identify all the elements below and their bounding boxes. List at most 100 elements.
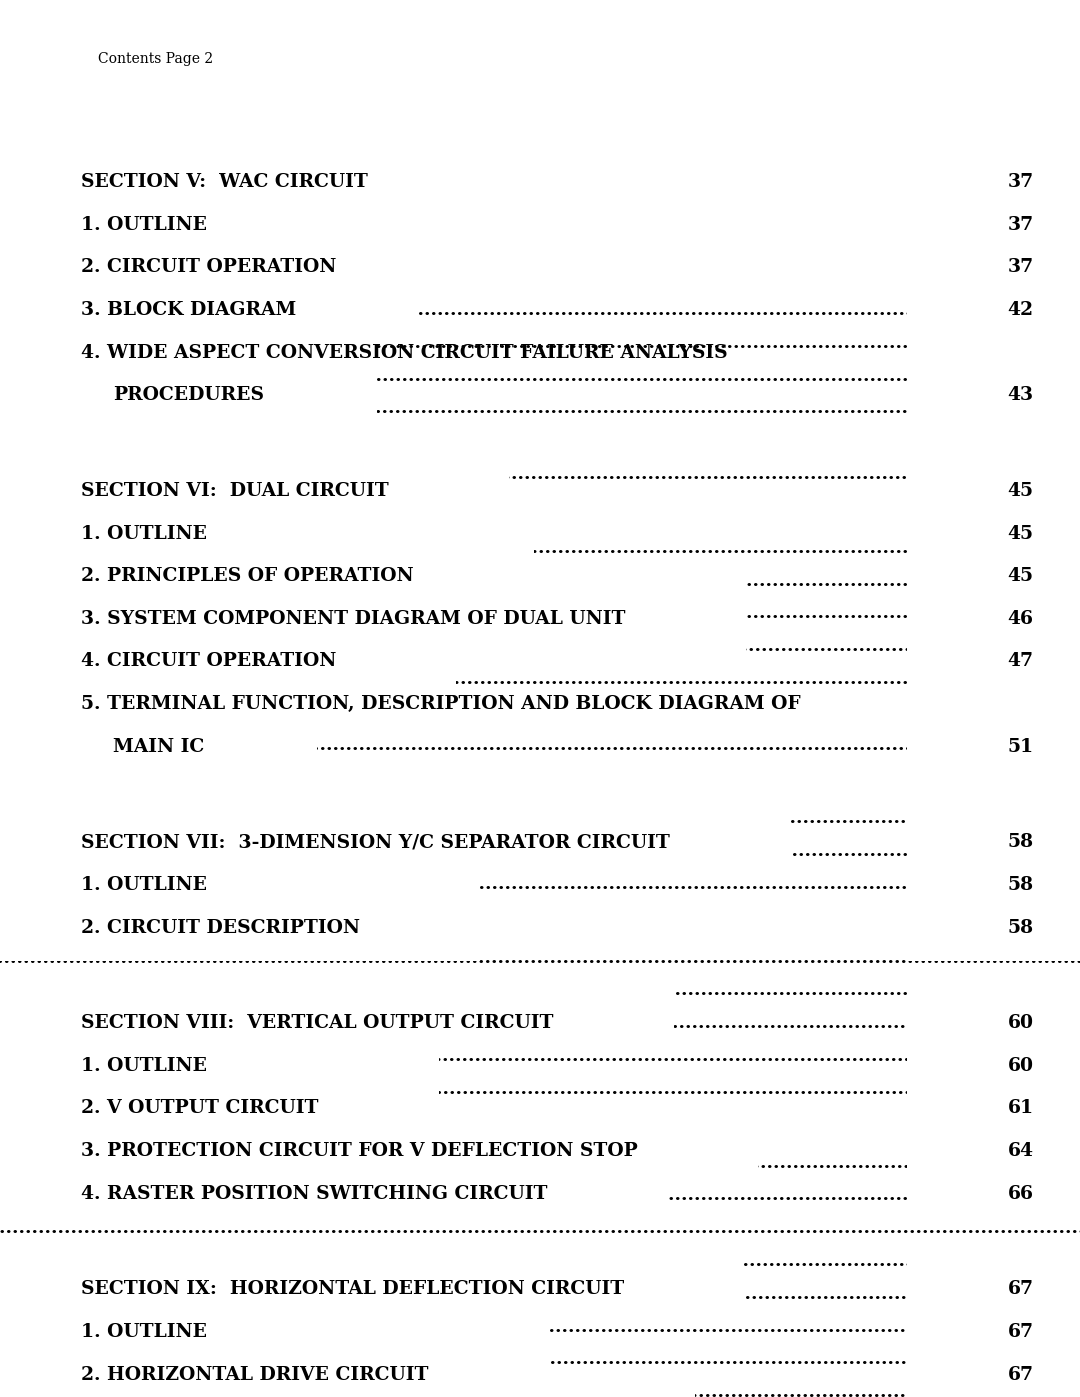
Text: ................................................................................: ........................................… (0, 1252, 1080, 1270)
Bar (906, 876, 1080, 961)
Text: Contents Page 2: Contents Page 2 (98, 52, 214, 66)
Text: 46: 46 (1008, 609, 1034, 627)
Text: ................................................................................: ........................................… (0, 1046, 1080, 1065)
Bar (907, 482, 1080, 567)
Text: 47: 47 (1008, 652, 1034, 671)
Text: 60: 60 (1008, 1014, 1034, 1032)
Bar (906, 1056, 1080, 1141)
Bar (0, 833, 327, 918)
Text: SECTION VIII:  VERTICAL OUTPUT CIRCUIT: SECTION VIII: VERTICAL OUTPUT CIRCUIT (81, 1014, 554, 1032)
Text: 2. CIRCUIT OPERATION: 2. CIRCUIT OPERATION (81, 258, 336, 277)
Text: ................................................................................: ........................................… (0, 809, 1080, 827)
Text: 1. OUTLINE: 1. OUTLINE (81, 1056, 207, 1074)
Text: 66: 66 (1008, 1185, 1034, 1203)
Text: 2. CIRCUIT DESCRIPTION: 2. CIRCUIT DESCRIPTION (81, 918, 360, 936)
Bar (907, 971, 1080, 1056)
Bar (907, 439, 1080, 524)
Bar (0, 971, 674, 1056)
Text: SECTION IX:  HORIZONTAL DEFLECTION CIRCUIT: SECTION IX: HORIZONTAL DEFLECTION CIRCUI… (81, 1280, 624, 1298)
Text: 4. WIDE ASPECT CONVERSION CIRCUIT FAILURE ANALYSIS: 4. WIDE ASPECT CONVERSION CIRCUIT FAILUR… (81, 344, 728, 362)
Text: 4. RASTER POSITION SWITCHING CIRCUIT: 4. RASTER POSITION SWITCHING CIRCUIT (81, 1185, 548, 1203)
Text: 45: 45 (1008, 567, 1034, 585)
Text: ................................................................................: ........................................… (0, 875, 1080, 893)
Bar (0, 1099, 758, 1185)
Text: 2. V OUTPUT CIRCUIT: 2. V OUTPUT CIRCUIT (81, 1099, 319, 1118)
Bar (906, 791, 1080, 876)
Bar (907, 524, 1080, 609)
Text: 3. PROTECTION CIRCUIT FOR V DEFLECTION STOP: 3. PROTECTION CIRCUIT FOR V DEFLECTION S… (81, 1141, 638, 1160)
Text: 45: 45 (1008, 482, 1034, 500)
Text: ................................................................................: ........................................… (0, 842, 1080, 861)
Text: SECTION V:  WAC CIRCUIT: SECTION V: WAC CIRCUIT (81, 173, 368, 191)
Text: ................................................................................: ........................................… (0, 1186, 1080, 1204)
Text: ................................................................................: ........................................… (0, 1383, 1080, 1397)
Text: 1. OUTLINE: 1. OUTLINE (81, 876, 207, 894)
Text: MAIN IC: MAIN IC (113, 738, 204, 756)
Text: 3. BLOCK DIAGRAM: 3. BLOCK DIAGRAM (81, 302, 296, 319)
Bar (0, 567, 745, 652)
Text: 58: 58 (1008, 876, 1034, 894)
Text: ................................................................................: ........................................… (0, 1154, 1080, 1172)
Text: ................................................................................: ........................................… (0, 539, 1080, 557)
Text: ................................................................................: ........................................… (0, 605, 1080, 623)
Text: 58: 58 (1008, 918, 1034, 936)
Text: 37: 37 (1008, 215, 1034, 233)
Bar (0, 173, 327, 258)
Text: ................................................................................: ........................................… (0, 1285, 1080, 1303)
Text: 37: 37 (1008, 173, 1034, 191)
Text: 2. PRINCIPLES OF OPERATION: 2. PRINCIPLES OF OPERATION (81, 567, 414, 585)
Text: 2. HORIZONTAL DRIVE CIRCUIT: 2. HORIZONTAL DRIVE CIRCUIT (81, 1365, 429, 1383)
Text: ................................................................................: ........................................… (0, 465, 1080, 483)
Text: 42: 42 (1008, 302, 1034, 319)
Text: ................................................................................: ........................................… (0, 400, 1080, 418)
Text: 67: 67 (1008, 1365, 1034, 1383)
Bar (907, 609, 1080, 694)
Text: 67: 67 (1008, 1323, 1034, 1341)
Bar (0, 1280, 327, 1365)
Bar (907, 1238, 1080, 1323)
Bar (0, 1014, 327, 1099)
Text: ................................................................................: ........................................… (0, 949, 1080, 967)
Text: ................................................................................: ........................................… (0, 334, 1080, 352)
Text: 45: 45 (1008, 524, 1034, 542)
Text: ................................................................................: ........................................… (0, 366, 1080, 384)
Text: ................................................................................: ........................................… (0, 1351, 1080, 1368)
Bar (0, 1365, 696, 1397)
Bar (907, 1280, 1080, 1365)
Text: ................................................................................: ........................................… (0, 671, 1080, 687)
Bar (0, 344, 377, 429)
Text: 4. CIRCUIT OPERATION: 4. CIRCUIT OPERATION (81, 652, 336, 671)
Bar (0, 1056, 438, 1141)
Bar (0, 439, 509, 524)
Text: 1. OUTLINE: 1. OUTLINE (81, 215, 207, 233)
Bar (906, 173, 1080, 258)
Text: ................................................................................: ........................................… (0, 637, 1080, 655)
Bar (0, 215, 457, 302)
Bar (906, 833, 1080, 918)
Text: 60: 60 (1008, 1056, 1034, 1074)
Bar (907, 1141, 1080, 1227)
Text: ................................................................................: ........................................… (0, 1080, 1080, 1098)
Text: 43: 43 (1008, 386, 1034, 404)
Bar (907, 1099, 1080, 1185)
Text: 58: 58 (1008, 833, 1034, 851)
Text: ................................................................................: ........................................… (0, 300, 1080, 319)
Bar (906, 130, 1080, 215)
Bar (0, 876, 480, 961)
Text: 51: 51 (1008, 738, 1034, 756)
Bar (0, 791, 789, 876)
Bar (907, 1323, 1080, 1397)
Bar (0, 694, 318, 780)
Bar (907, 258, 1080, 344)
Bar (0, 1238, 744, 1323)
Text: ................................................................................: ........................................… (0, 736, 1080, 753)
Bar (907, 567, 1080, 652)
Bar (0, 130, 488, 215)
Bar (0, 1141, 667, 1227)
Text: 1. OUTLINE: 1. OUTLINE (81, 1323, 207, 1341)
Text: PROCEDURES: PROCEDURES (113, 386, 265, 404)
Bar (0, 609, 457, 694)
Text: 67: 67 (1008, 1280, 1034, 1298)
Bar (0, 1323, 549, 1397)
Text: ................................................................................: ........................................… (0, 571, 1080, 590)
